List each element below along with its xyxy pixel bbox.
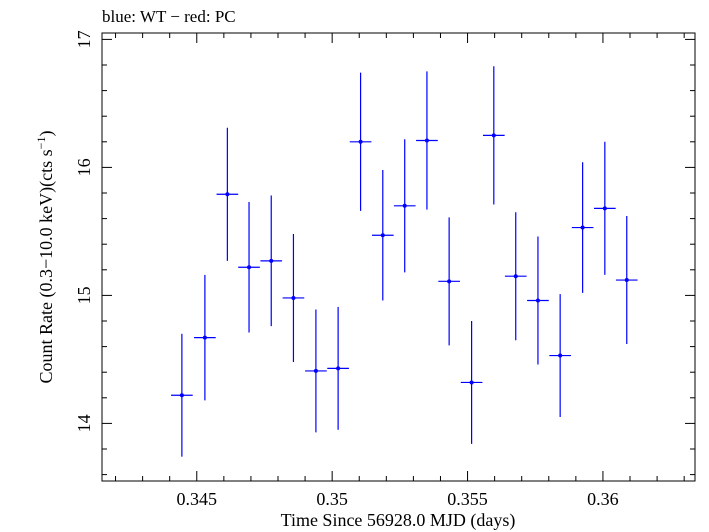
data-point	[549, 294, 571, 417]
data-point	[571, 162, 594, 293]
y-tick-label: 15	[74, 286, 94, 304]
y-axis-title-tail: )	[36, 131, 57, 137]
point-marker	[380, 233, 385, 238]
y-tick-label: 14	[74, 414, 94, 432]
point-marker	[580, 225, 585, 230]
point-marker	[624, 278, 629, 283]
data-point	[416, 71, 438, 210]
y-axis-title-superscript: −1	[34, 137, 48, 150]
point-marker	[202, 335, 207, 340]
point-marker	[402, 203, 407, 208]
y-tick-label: 16	[74, 158, 94, 176]
point-marker	[424, 138, 429, 143]
point-marker	[558, 353, 563, 358]
data-point	[482, 66, 505, 205]
point-marker	[358, 139, 363, 144]
data-point	[504, 212, 527, 341]
point-marker	[469, 380, 474, 385]
data-point	[527, 236, 549, 365]
x-tick-label: 0.35	[316, 489, 348, 509]
data-point	[171, 333, 193, 457]
point-marker	[247, 265, 252, 270]
data-series	[171, 66, 638, 457]
data-point	[594, 141, 616, 275]
x-tick-label: 0.36	[587, 489, 619, 509]
plot-frame	[101, 32, 696, 482]
x-tick-label: 0.345	[177, 489, 218, 509]
data-point	[460, 321, 483, 444]
point-marker	[179, 393, 184, 398]
point-marker	[447, 279, 452, 284]
x-axis-title: Time Since 56928.0 MJD (days)	[281, 510, 516, 531]
axis-tick-labels: 0.345 0.35 0.355 0.36 14 15 16 17	[74, 30, 619, 509]
point-marker	[602, 206, 607, 211]
point-marker	[491, 133, 496, 138]
y-tick-label: 17	[74, 30, 94, 48]
point-marker	[336, 366, 341, 371]
data-point	[327, 306, 349, 430]
point-marker	[513, 274, 518, 279]
axis-ticks	[102, 33, 695, 481]
data-point	[260, 195, 283, 327]
chart-title: blue: WT − red: PC	[102, 7, 236, 26]
data-point	[216, 127, 239, 261]
point-marker	[535, 298, 540, 303]
data-point	[615, 216, 638, 345]
data-point	[305, 309, 327, 433]
data-point	[349, 72, 372, 211]
data-point	[438, 217, 460, 346]
y-axis-title: Count Rate (0.3−10.0 keV)(cts s−1)	[34, 131, 57, 384]
data-point	[393, 139, 416, 273]
point-marker	[269, 258, 274, 263]
point-marker	[313, 368, 318, 373]
data-point	[194, 274, 216, 401]
data-point	[238, 201, 260, 333]
data-point	[371, 169, 394, 301]
point-marker	[225, 192, 230, 197]
point-marker	[291, 295, 296, 300]
data-point	[282, 233, 305, 362]
x-tick-label: 0.355	[447, 489, 488, 509]
y-axis-title-main: Count Rate (0.3−10.0 keV)(cts s	[36, 149, 57, 383]
